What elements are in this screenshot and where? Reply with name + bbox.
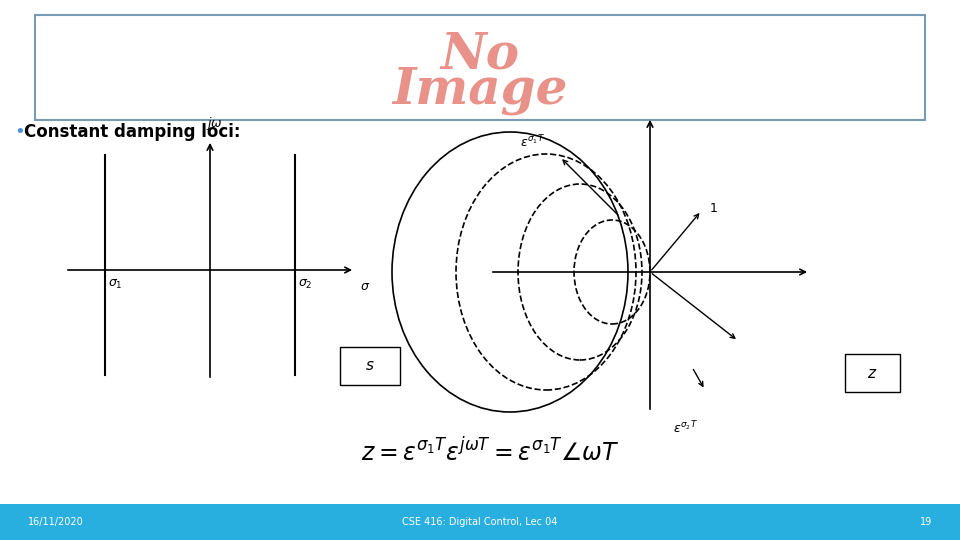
Bar — [0, 504, 960, 540]
Text: $\varepsilon^{\sigma_1 T}$: $\varepsilon^{\sigma_1 T}$ — [520, 134, 545, 150]
Text: $\varepsilon^{\sigma_2 T}$: $\varepsilon^{\sigma_2 T}$ — [673, 420, 698, 437]
Text: $\sigma_1$: $\sigma_1$ — [108, 278, 123, 291]
Text: •: • — [14, 123, 25, 141]
Text: 1: 1 — [709, 202, 717, 215]
Text: Constant damping loci:: Constant damping loci: — [24, 123, 241, 141]
Text: $j\omega$: $j\omega$ — [205, 115, 223, 132]
Text: 16/11/2020: 16/11/2020 — [28, 517, 84, 527]
Text: $z = \varepsilon^{\sigma_1 T}\varepsilon^{j\omega T} = \varepsilon^{\sigma_1 T}\: $z = \varepsilon^{\sigma_1 T}\varepsilon… — [361, 438, 619, 466]
Text: $\sigma$: $\sigma$ — [360, 280, 371, 293]
Text: $s$: $s$ — [365, 359, 374, 374]
Text: Image: Image — [393, 66, 567, 115]
Text: $\sigma_2$: $\sigma_2$ — [298, 278, 313, 291]
Text: $z$: $z$ — [867, 366, 877, 381]
Bar — [340, 347, 400, 385]
Text: No: No — [441, 30, 519, 79]
Bar — [35, 15, 925, 120]
Text: CSE 416: Digital Control, Lec 04: CSE 416: Digital Control, Lec 04 — [402, 517, 558, 527]
Text: 19: 19 — [920, 517, 932, 527]
Bar — [845, 354, 900, 392]
